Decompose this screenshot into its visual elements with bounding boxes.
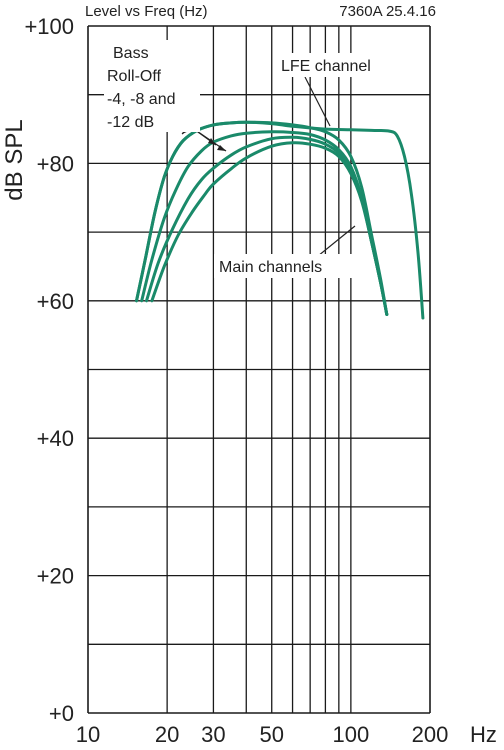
x-tick-label: 10 [76,722,100,747]
x-tick-label: 200 [412,722,449,747]
lfe-box [276,53,402,77]
bass-rolloff-box [104,40,200,132]
y-tick-label: +80 [37,151,74,176]
y-tick-label: +40 [37,426,74,451]
y-tick-label: +0 [49,701,74,726]
y-tick-label: +20 [37,564,74,589]
lfe-channel-curve [135,120,425,320]
tick-labels: +0 +20 +40 +60 +80 +100 10 20 30 50 100 200 [24,14,448,747]
x-axis-label: Hz [470,722,497,747]
annotation-leaders [181,76,356,257]
bass-rolloff-line-4: -12 dB [107,114,154,131]
main-channel-curve-2 [140,130,389,316]
x-tick-label: 30 [201,722,225,747]
bass-rolloff-annotation: Bass Roll-Off -4, -8 and -12 dB [107,45,175,131]
arrowhead-2 [208,138,216,145]
bass-rolloff-line-2: Roll-Off [107,68,161,85]
y-axis-label: dB SPL [1,119,28,200]
x-tick-label: 100 [333,722,370,747]
x-tick-label: 20 [155,722,179,747]
main-channels-box [214,254,356,278]
y-tick-label: +100 [24,14,74,39]
bass-rolloff-line-3: -4, -8 and [107,91,175,108]
lfe-channel-annotation: LFE channel [281,58,371,75]
chart-title: Level vs Freq (Hz) [85,3,208,20]
bass-rolloff-line-1: Bass [113,45,149,62]
main-channels-leader [317,225,356,257]
main-channels-annotation: Main channels [219,259,322,276]
y-tick-label: +60 [37,289,74,314]
chart-subtitle: 7360A 25.4.16 [339,3,436,20]
lfe-leader [304,76,331,127]
arrowhead-3 [217,145,226,151]
main-channel-curve-4 [150,141,389,316]
grid [87,25,431,714]
response-curves [135,120,425,320]
x-tick-label: 50 [259,722,283,747]
